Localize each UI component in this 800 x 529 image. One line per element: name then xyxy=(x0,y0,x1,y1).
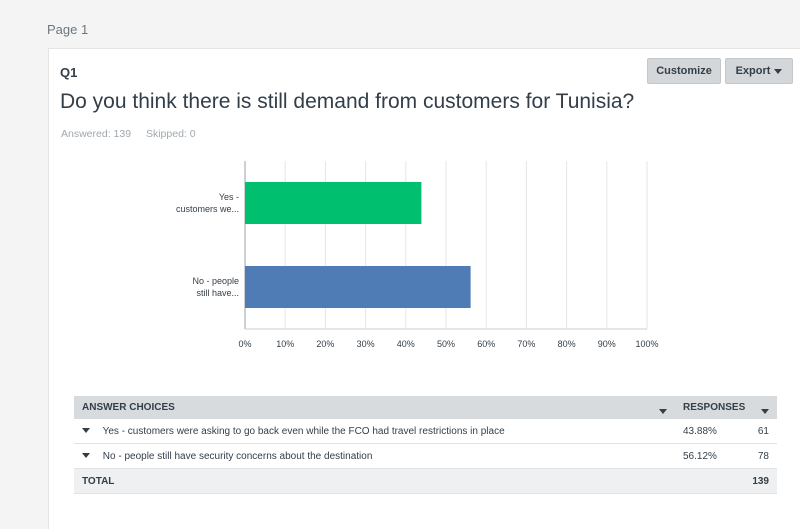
response-stats: Answered: 139 Skipped: 0 xyxy=(61,128,208,140)
choice-cell: Yes - customers were asking to go back e… xyxy=(74,419,675,444)
bar xyxy=(245,182,422,224)
x-tick-label: 10% xyxy=(276,339,294,349)
question-title: Do you think there is still demand from … xyxy=(60,90,635,113)
skipped-count: Skipped: 0 xyxy=(145,128,196,140)
category-label: Yes - xyxy=(219,192,239,202)
export-label: Export xyxy=(735,65,771,77)
export-button[interactable]: Export xyxy=(725,58,793,84)
customize-label: Customize xyxy=(656,65,712,77)
x-tick-label: 100% xyxy=(635,339,658,349)
question-card: Q1 Customize Export Do you think there i… xyxy=(48,48,800,529)
answered-count: Answered: 139 xyxy=(61,128,132,140)
table-row: No - people still have security concerns… xyxy=(74,443,777,469)
page-label: Page 1 xyxy=(47,22,89,37)
percent-cell: 43.88% xyxy=(675,419,743,444)
x-tick-label: 60% xyxy=(477,339,495,349)
choice-cell: No - people still have security concerns… xyxy=(74,443,675,469)
bar-chart: 0% 10% 20% 30% 40% 50% 60% 70% 80% 90% 100% Yes - cu… xyxy=(176,161,659,349)
x-tick-label: 20% xyxy=(316,339,334,349)
chevron-down-icon xyxy=(774,68,783,74)
x-tick-label: 0% xyxy=(238,339,251,349)
choices-header[interactable]: ANSWER CHOICES xyxy=(74,396,675,419)
category-label: still have... xyxy=(196,288,239,298)
x-tick-label: 40% xyxy=(397,339,415,349)
bar xyxy=(245,266,471,308)
x-tick-label: 90% xyxy=(598,339,616,349)
x-tick-label: 80% xyxy=(558,339,576,349)
table-row: Yes - customers were asking to go back e… xyxy=(74,419,777,444)
table-header-row: ANSWER CHOICES RESPONSES xyxy=(74,396,777,419)
percent-cell: 56.12% xyxy=(675,443,743,469)
category-label: customers we... xyxy=(176,204,239,214)
results-table: ANSWER CHOICES RESPONSES Yes - customers… xyxy=(74,396,777,494)
sort-down-icon[interactable] xyxy=(761,408,769,414)
responses-header[interactable]: RESPONSES xyxy=(675,396,777,419)
expand-arrow-icon[interactable] xyxy=(82,453,90,459)
x-tick-label: 70% xyxy=(517,339,535,349)
choice-text: Yes - customers were asking to go back e… xyxy=(102,425,505,437)
choices-header-label: ANSWER CHOICES xyxy=(82,401,175,413)
sort-down-icon[interactable] xyxy=(659,408,667,414)
total-row: TOTAL 139 xyxy=(74,468,777,494)
question-number: Q1 xyxy=(60,65,78,80)
total-spacer xyxy=(675,468,743,494)
x-tick-label: 30% xyxy=(357,339,375,349)
responses-header-label: RESPONSES xyxy=(683,401,746,413)
total-value: 139 xyxy=(743,468,777,494)
expand-arrow-icon[interactable] xyxy=(82,428,90,434)
total-label: TOTAL xyxy=(74,468,675,494)
choice-text: No - people still have security concerns… xyxy=(102,450,373,462)
customize-button[interactable]: Customize xyxy=(647,58,721,84)
count-cell: 61 xyxy=(743,419,777,444)
category-label: No - people xyxy=(192,276,239,286)
x-tick-label: 50% xyxy=(437,339,455,349)
count-cell: 78 xyxy=(743,443,777,469)
